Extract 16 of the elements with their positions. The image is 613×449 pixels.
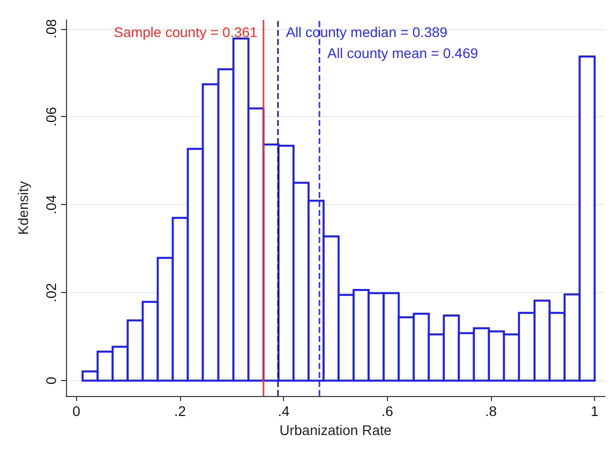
x-tick-label: .8 [485,403,498,419]
ref-line-label: Sample county = 0.361 [114,24,258,40]
x-tick-label: .4 [278,403,290,419]
ref-line-label: All county mean = 0.469 [327,45,478,61]
x-tick-label: 1 [590,403,599,419]
x-tick-label: .6 [381,403,394,419]
ref-line-label: All county median = 0.389 [286,24,448,40]
y-tick-label: .02 [43,282,59,302]
y-tick-label: .04 [43,194,59,214]
x-tick-label: 0 [72,403,80,419]
x-axis-title: Urbanization Rate [279,422,392,438]
y-axis-title: Kdensity [15,181,31,235]
x-tick-label: .2 [174,403,186,419]
y-tick-label: .06 [43,106,59,126]
y-tick-label: 0 [43,376,59,385]
y-tick-label: .08 [43,18,59,39]
